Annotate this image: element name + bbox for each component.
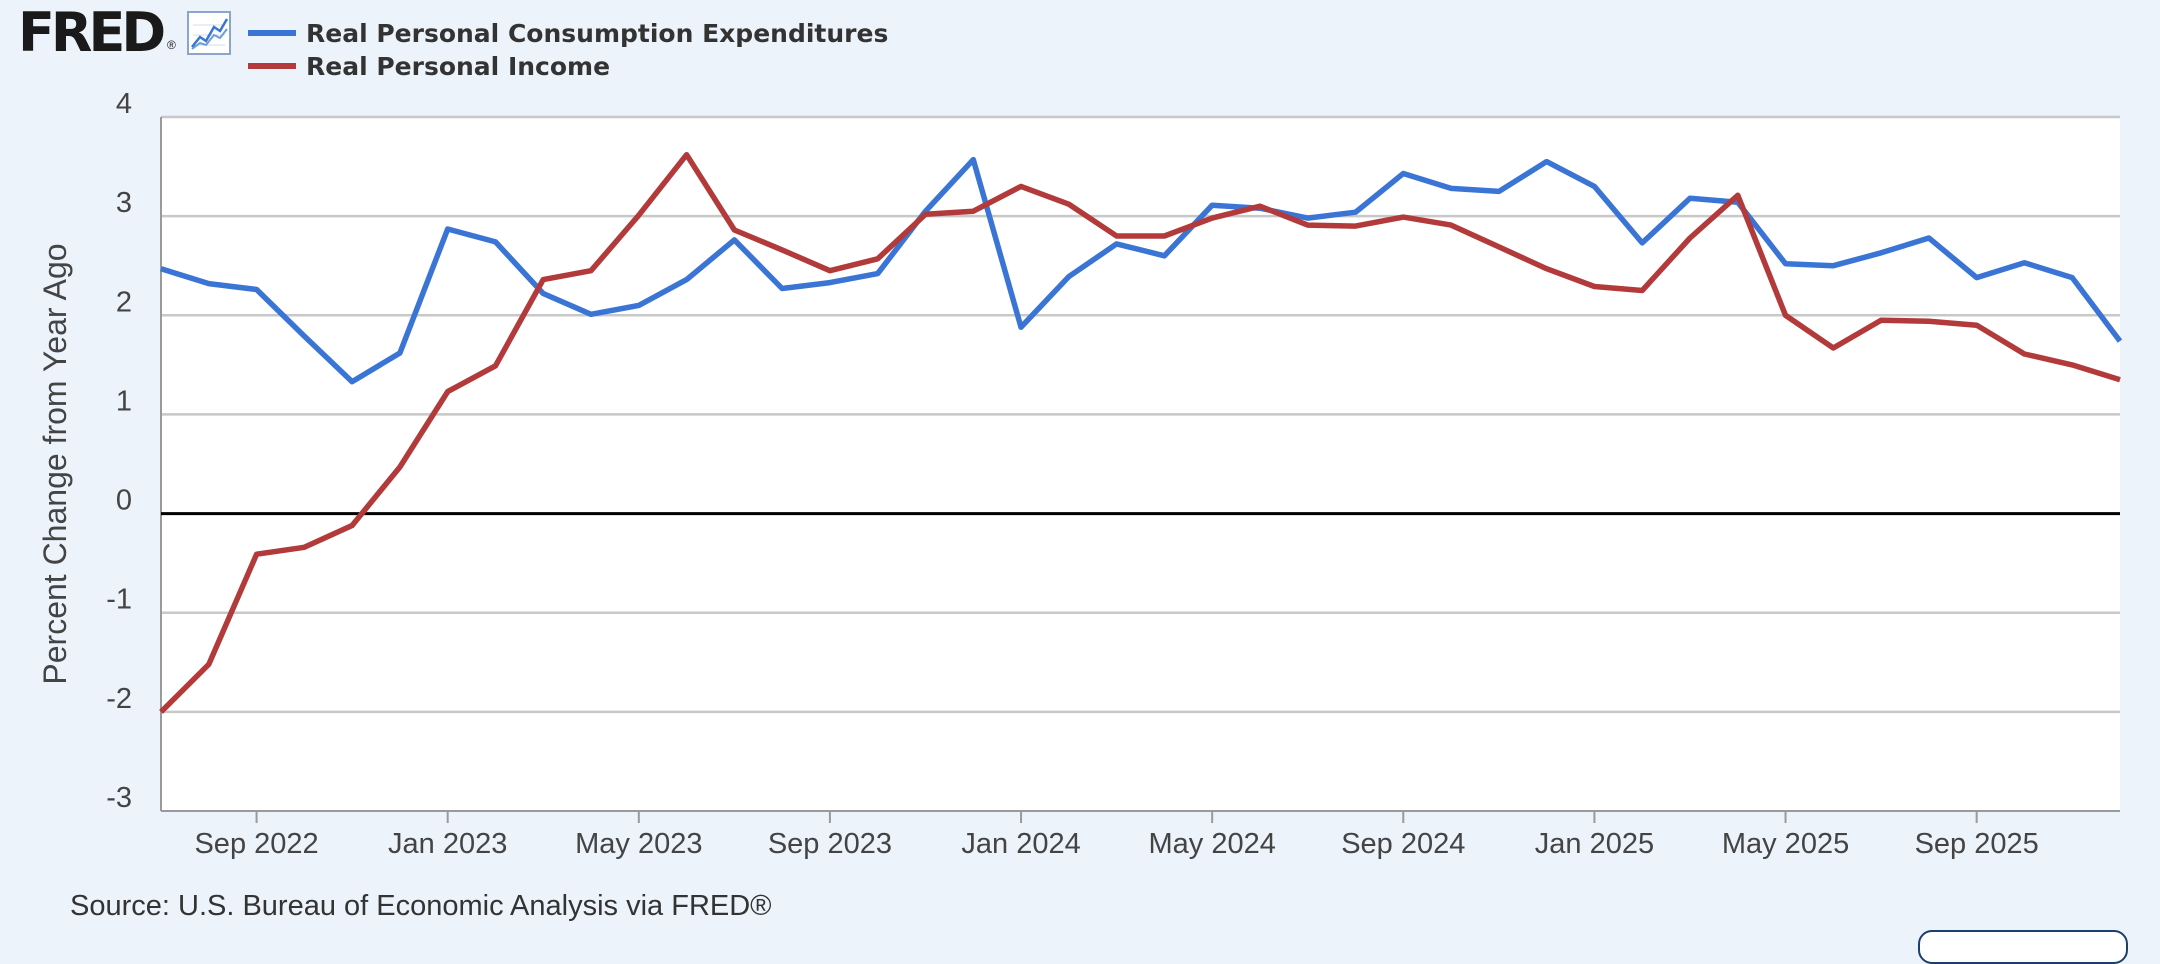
y-tick-labels: -3 -2 -1 0 1 2 3 4 bbox=[106, 88, 132, 814]
x-tick-label: Jan 2024 bbox=[961, 828, 1080, 860]
grid-lines bbox=[161, 115, 2120, 714]
y-tick-label: 1 bbox=[116, 385, 132, 417]
x-tick-label: Jan 2023 bbox=[388, 828, 507, 860]
source-note: Source: U.S. Bureau of Economic Analysis… bbox=[70, 890, 772, 922]
x-tick-label: Jan 2025 bbox=[1535, 828, 1654, 860]
y-tick-label: -3 bbox=[106, 782, 132, 814]
y-tick-label: -2 bbox=[106, 683, 132, 715]
fred-graph-icon bbox=[187, 11, 231, 55]
x-tick-label: Sep 2024 bbox=[1341, 828, 1465, 860]
fred-registered-mark: ® bbox=[167, 38, 176, 52]
y-tick-label: 0 bbox=[116, 485, 132, 517]
x-tick-label: Sep 2025 bbox=[1915, 828, 2039, 860]
y-tick-label: -1 bbox=[106, 584, 132, 616]
legend-item-pce[interactable]: Real Personal Consumption Expenditures bbox=[248, 16, 888, 50]
series-lines[interactable] bbox=[159, 151, 2123, 714]
x-tick-labels: Sep 2022 Jan 2023 May 2023 Sep 2023 Jan 2024… bbox=[194, 811, 2039, 860]
y-axis-label: Percent Change from Year Ago bbox=[37, 243, 73, 684]
series-line-income[interactable] bbox=[159, 151, 2121, 714]
y-tick-label: 4 bbox=[116, 88, 132, 120]
share-button[interactable] bbox=[1918, 930, 2128, 964]
legend-label-income: Real Personal Income bbox=[306, 51, 611, 81]
y-tick-label: 3 bbox=[116, 187, 132, 219]
x-tick-label: May 2025 bbox=[1722, 828, 1849, 860]
x-tick-label: Sep 2023 bbox=[768, 828, 892, 860]
legend-label-pce: Real Personal Consumption Expenditures bbox=[306, 18, 889, 48]
series-line-pce[interactable] bbox=[160, 156, 2123, 385]
y-tick-label: 2 bbox=[116, 286, 132, 318]
fred-logo[interactable]: FRED bbox=[18, 1, 166, 64]
legend-swatch-pce bbox=[248, 30, 296, 36]
x-tick-label: Sep 2022 bbox=[194, 828, 318, 860]
x-tick-label: May 2024 bbox=[1148, 828, 1275, 860]
legend-item-income[interactable]: Real Personal Income bbox=[248, 49, 610, 83]
plot-area bbox=[161, 117, 2120, 811]
x-tick-label: May 2023 bbox=[575, 828, 702, 860]
legend-swatch-income bbox=[248, 63, 296, 69]
